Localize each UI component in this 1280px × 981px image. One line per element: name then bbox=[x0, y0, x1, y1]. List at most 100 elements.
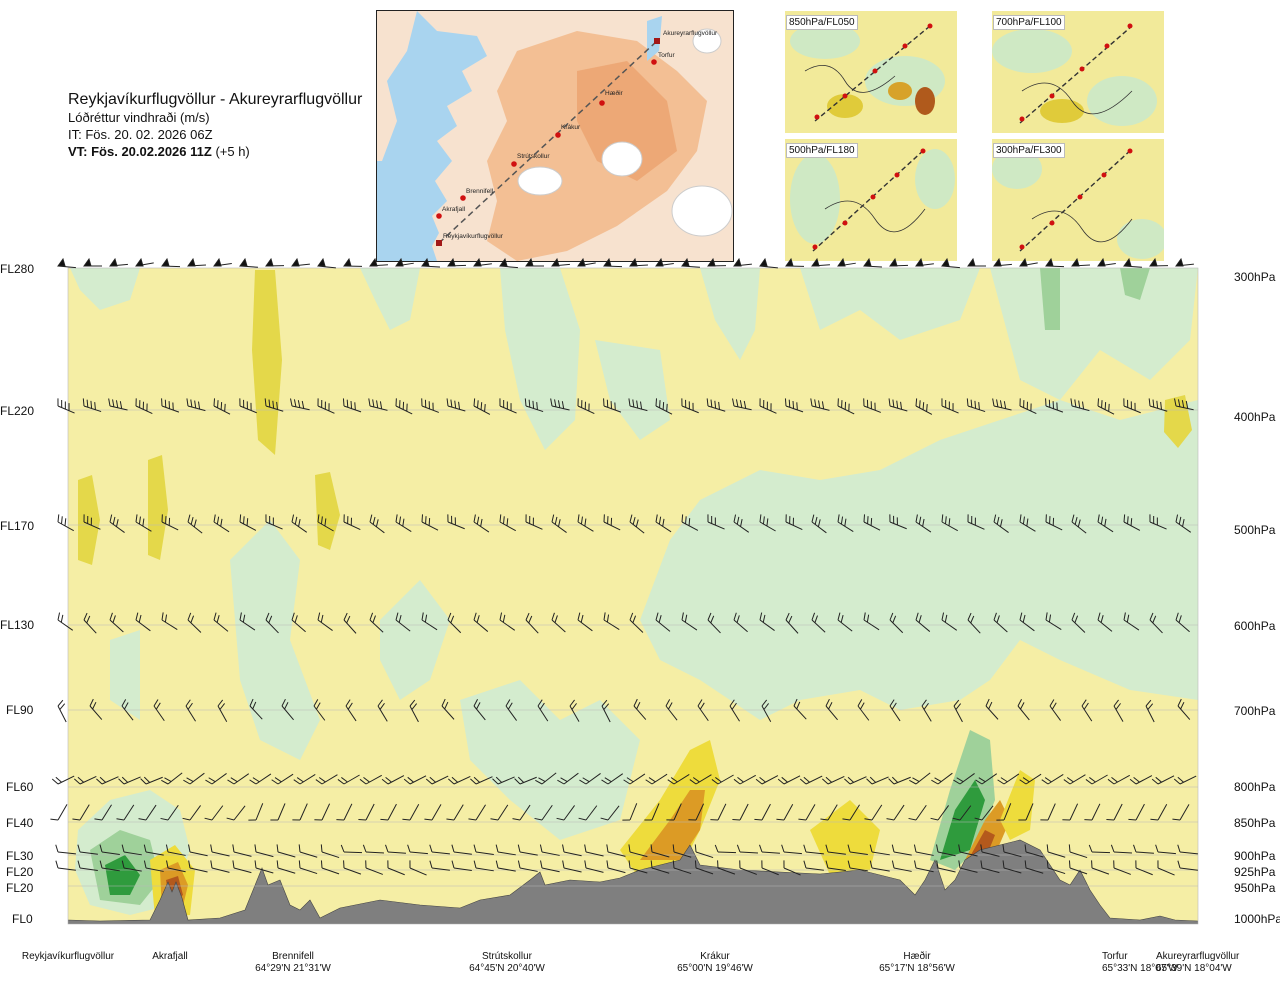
wind-barb bbox=[135, 612, 151, 632]
wind-barb bbox=[409, 860, 427, 876]
wind-barb bbox=[714, 844, 737, 854]
wind-barb bbox=[628, 398, 648, 412]
wind-barb bbox=[869, 844, 890, 856]
wind-barb bbox=[1045, 398, 1064, 413]
wind-barb bbox=[358, 803, 375, 821]
wind-barb bbox=[161, 514, 179, 531]
wind-barb bbox=[94, 804, 112, 821]
wind-barb bbox=[1040, 803, 1056, 821]
wind-barb bbox=[1133, 844, 1154, 854]
wind-barb bbox=[1173, 775, 1197, 785]
wind-barb bbox=[205, 773, 227, 785]
wind-barb bbox=[514, 776, 537, 785]
wind-barb bbox=[577, 612, 593, 632]
wind-barb bbox=[681, 612, 698, 631]
wind-barb bbox=[672, 844, 692, 858]
wind-barb bbox=[1063, 774, 1086, 785]
wind-barb bbox=[143, 860, 164, 872]
wind-barb bbox=[473, 844, 494, 856]
wind-barb bbox=[254, 860, 274, 874]
wind-barb bbox=[298, 844, 318, 858]
wind-barb bbox=[1062, 803, 1079, 821]
wind-barb bbox=[495, 860, 516, 872]
fl-label: FL90 bbox=[6, 703, 34, 717]
wind-barb bbox=[799, 775, 823, 785]
wind-barb bbox=[187, 514, 203, 534]
wind-barb bbox=[1149, 612, 1163, 634]
pressure-label: 700hPa bbox=[1234, 704, 1276, 718]
waypoint-label: Brennifell 64°29'N 21°31'W bbox=[238, 951, 348, 975]
fl-label: FL220 bbox=[0, 404, 35, 418]
wind-barb bbox=[153, 699, 165, 722]
wind-barb bbox=[672, 860, 692, 875]
inset-label: 700hPa/FL100 bbox=[993, 15, 1065, 30]
wind-barb bbox=[186, 398, 206, 412]
wind-barb bbox=[650, 844, 670, 858]
wind-barb bbox=[407, 844, 428, 855]
fl-label: FL60 bbox=[6, 780, 34, 794]
wind-barb bbox=[936, 860, 956, 873]
wind-barb bbox=[271, 773, 294, 785]
wind-barb bbox=[629, 514, 645, 534]
wind-barb bbox=[135, 257, 154, 267]
wind-barb bbox=[143, 844, 164, 856]
wind-barb bbox=[343, 514, 361, 531]
wind-barb bbox=[847, 860, 868, 872]
wind-barb bbox=[784, 398, 804, 413]
wind-barb bbox=[729, 699, 740, 722]
wind-barb bbox=[1019, 612, 1035, 632]
map-point-label: Reykjavíkurflugvöllur bbox=[443, 233, 504, 240]
wind-barb bbox=[733, 774, 756, 785]
waypoint-name: Hæðir bbox=[903, 951, 931, 962]
wind-barb bbox=[57, 257, 76, 269]
wind-barb bbox=[99, 844, 120, 856]
wind-barb bbox=[707, 514, 725, 530]
wind-barb bbox=[681, 398, 699, 414]
waypoint-name: Reykjavíkurflugvöllur bbox=[21, 951, 115, 962]
wind-barb bbox=[837, 514, 854, 532]
waypoint-label: Hæðir 65°17'N 18°56'W bbox=[862, 951, 972, 975]
wind-barb bbox=[1068, 844, 1088, 859]
wind-barb bbox=[421, 612, 438, 631]
wind-barb bbox=[213, 612, 229, 632]
wind-barb bbox=[629, 257, 649, 267]
wind-barb bbox=[930, 805, 949, 821]
wind-barb bbox=[213, 398, 231, 415]
inset-map-svg bbox=[785, 11, 957, 133]
wind-barb bbox=[387, 860, 405, 876]
wind-barb bbox=[336, 803, 353, 821]
wind-barb bbox=[313, 699, 326, 721]
wind-barb bbox=[697, 699, 709, 722]
wind-barb bbox=[967, 257, 986, 267]
wind-barb bbox=[424, 804, 442, 821]
wind-barb bbox=[185, 699, 196, 722]
wind-barb bbox=[993, 612, 1008, 633]
wind-barb bbox=[470, 776, 493, 785]
wind-barb bbox=[369, 612, 384, 633]
wind-barb bbox=[473, 699, 486, 721]
wind-barb bbox=[161, 398, 180, 413]
wind-barb bbox=[915, 257, 934, 267]
wind-barb bbox=[936, 844, 956, 857]
waypoint-coord: 65°33'N 18°07'W bbox=[1102, 963, 1178, 974]
wind-barb bbox=[409, 699, 419, 723]
wind-barb bbox=[1046, 860, 1066, 875]
wind-barb bbox=[803, 860, 824, 871]
wind-barb bbox=[395, 257, 414, 267]
map-point-label: Akureyrarflugvöllur bbox=[663, 30, 718, 37]
inset-label: 500hPa/FL180 bbox=[786, 143, 858, 158]
wind-barb bbox=[1110, 844, 1133, 854]
wind-barb bbox=[135, 514, 152, 532]
wind-barb bbox=[622, 803, 638, 821]
wind-barb bbox=[499, 398, 517, 414]
wind-barb bbox=[57, 612, 74, 631]
wind-barb bbox=[783, 860, 801, 876]
wind-barb bbox=[837, 257, 856, 267]
waypoint-label: Akureyrarflugvöllur 65°39'N 18°04'W bbox=[1156, 951, 1274, 975]
wind-barb bbox=[825, 844, 846, 855]
wind-barb bbox=[77, 844, 98, 855]
wind-barb bbox=[562, 860, 582, 873]
wind-barb bbox=[188, 860, 208, 873]
wind-barb bbox=[1041, 774, 1064, 785]
wind-barb bbox=[755, 775, 779, 785]
